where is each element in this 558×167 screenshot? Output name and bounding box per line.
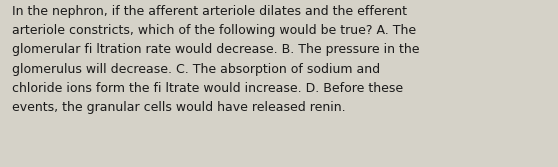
Text: In the nephron, if the afferent arteriole dilates and the efferent
arteriole con: In the nephron, if the afferent arteriol… [12, 5, 420, 114]
